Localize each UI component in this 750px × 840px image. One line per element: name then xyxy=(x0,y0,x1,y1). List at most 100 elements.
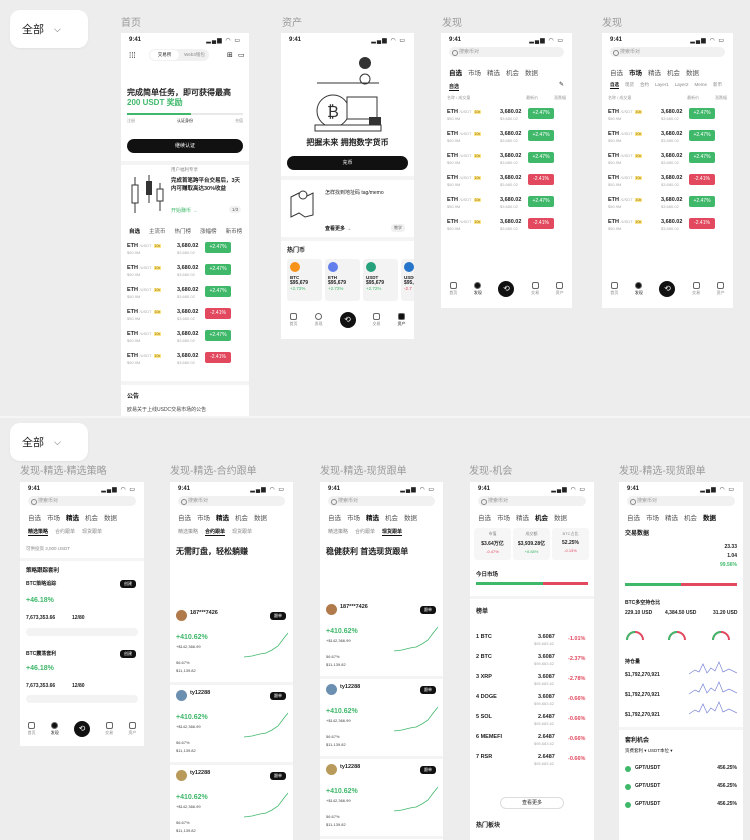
tab-exchange[interactable]: 交易所 xyxy=(150,50,179,60)
tab-4[interactable]: Layer2 xyxy=(674,82,689,87)
promo-link[interactable]: 开始赚币 → xyxy=(171,208,198,214)
hot-coin-card[interactable]: USDC$95,679-2.7 xyxy=(401,259,414,301)
tab-2[interactable]: 精选 xyxy=(516,515,529,522)
nav-trade[interactable]: 交易 xyxy=(692,282,700,296)
tab-0[interactable]: 自选 xyxy=(610,82,619,89)
nav-home[interactable]: 首页 xyxy=(290,313,298,327)
tab-2[interactable]: 合约 xyxy=(640,82,649,87)
tab-5[interactable]: Meme xyxy=(694,82,708,87)
nav-trade[interactable]: 交易 xyxy=(531,282,539,296)
strategy-1-name[interactable]: BTC策略追踪 xyxy=(26,581,57,587)
hot-coin-card[interactable]: USDT $95,679 +2.72% xyxy=(363,259,398,301)
tab-1[interactable]: 市场 xyxy=(646,515,659,522)
nav-assets[interactable]: 资产 xyxy=(128,722,136,736)
nav-assets[interactable]: 资产 xyxy=(717,282,725,296)
market-row[interactable]: ETH /USDT 10x $50.9M 3,680.02 $3,680.02 +2.47… xyxy=(127,241,243,263)
tab-1[interactable]: 现货 xyxy=(625,82,634,87)
tab-3[interactable]: Layer1 xyxy=(655,82,669,87)
arbitrage-row[interactable]: GPT/USDT 456.25% xyxy=(625,764,737,778)
edit-icon[interactable]: ✎ xyxy=(559,82,565,88)
avatar[interactable] xyxy=(176,770,187,781)
tab-0[interactable]: 自选 xyxy=(129,229,141,235)
search-input[interactable]: 搜索币对 xyxy=(627,496,735,506)
hot-coin-card[interactable]: ETH $95,679 +2.72% xyxy=(325,259,360,301)
search-input[interactable]: 搜索币对 xyxy=(328,496,435,506)
tab-2[interactable]: 现货跟单 xyxy=(82,529,103,535)
follow-button[interactable]: 跟单 xyxy=(270,612,286,620)
tab-3[interactable]: 机会 xyxy=(535,515,548,522)
rank-row[interactable]: 6 MEMEFI 2.6487 $95,683.62 -0.66% xyxy=(476,732,588,754)
nav-assets[interactable]: 资产 xyxy=(556,282,564,296)
tab-2[interactable]: 精选 xyxy=(648,70,661,77)
rank-row[interactable]: 5 SOL 2.6487 $95,683.62 -0.66% xyxy=(476,712,588,734)
market-row[interactable]: ETH /USDT 10x $50.9M 3,680.02 $3,680.02 +2.47… xyxy=(608,195,727,217)
market-row[interactable]: ETH /USDT 10x $50.9M 3,680.02 $3,680.02 +2.47… xyxy=(608,151,727,173)
tab-1[interactable]: 市场 xyxy=(347,515,360,522)
trade-center-button[interactable]: ⟲ xyxy=(73,721,90,737)
trader-name[interactable]: ty12288 xyxy=(340,684,361,690)
nav-home[interactable]: 首页 xyxy=(449,282,457,296)
tutorial-title[interactable]: 怎样找到地址码 tag/memo xyxy=(325,190,384,196)
market-row[interactable]: ETH /USDT 10x $50.9M 3,680.02 $3,680.02 -2.41… xyxy=(447,217,566,239)
tab-1[interactable]: 合约跟单 xyxy=(355,529,376,535)
avatar[interactable] xyxy=(326,764,337,775)
market-row[interactable]: ETH /USDT 10x $50.9M 3,680.02 $3,680.02 +2.47… xyxy=(447,151,566,173)
rank-row[interactable]: 2 BTC 3.6087 $95,683.62 -2.37% xyxy=(476,652,588,674)
view-more-button[interactable]: 查看更多 xyxy=(500,797,564,809)
nav-home[interactable]: 首页 xyxy=(610,282,618,296)
market-row[interactable]: ETH /USDT 10x $50.9M 3,680.02 $3,680.02 -2.41… xyxy=(608,217,727,239)
tab-3[interactable]: 机会 xyxy=(385,515,398,522)
market-row[interactable]: ETH /USDT 10x $50.9M 3,680.02 $3,680.02 +2.47… xyxy=(447,129,566,151)
tab-2[interactable]: 精选 xyxy=(487,70,500,77)
rank-row[interactable]: 3 XRP 3.6087 $95,683.62 -2.78% xyxy=(476,672,588,694)
nav-discover[interactable]: 发现 xyxy=(474,282,482,296)
arbitrage-filter[interactable]: 资费套利 ▾ USDT本位 ▾ xyxy=(625,748,673,753)
tab-3[interactable]: 涨幅榜 xyxy=(200,229,217,235)
trader-name[interactable]: ty12288 xyxy=(190,690,211,696)
tab-0[interactable]: 自选 xyxy=(328,515,341,522)
strategy-1-create-button[interactable]: 创建 xyxy=(120,580,136,588)
tab-2[interactable]: 现货跟单 xyxy=(232,529,253,535)
market-row[interactable]: ETH /USDT 10x $50.9M 3,680.02 $3,680.02 +2.47… xyxy=(127,263,243,285)
rank-row[interactable]: 7 RSR 2.6487 $95,683.62 -0.66% xyxy=(476,752,588,774)
nav-discover[interactable]: 发现 xyxy=(315,313,323,327)
filter-dropdown-bottom[interactable]: 全部 ⌵ xyxy=(10,423,88,461)
tab-2[interactable]: 精选 xyxy=(66,515,79,522)
nav-trade[interactable]: 交易 xyxy=(105,722,113,736)
tab-2[interactable]: 精选 xyxy=(665,515,678,522)
tab-1[interactable]: 合约跟单 xyxy=(55,529,76,535)
investable-filter[interactable]: 可供投资 3,000 USDT xyxy=(26,546,71,551)
tab-3[interactable]: 机会 xyxy=(235,515,248,522)
tab-3[interactable]: 机会 xyxy=(85,515,98,522)
tab-0[interactable]: 自选 xyxy=(449,70,462,77)
market-row[interactable]: ETH /USDT 10x $50.9M 3,680.02 $3,680.02 +2.47… xyxy=(608,107,727,129)
arbitrage-row[interactable]: GPT/USDT 456.25% xyxy=(625,782,737,796)
tab-0[interactable]: 自选 xyxy=(478,515,491,522)
market-row[interactable]: ETH /USDT 10x $50.9M 3,680.02 $3,680.02 +2.47… xyxy=(127,329,243,351)
tab-4[interactable]: 数据 xyxy=(686,70,699,77)
tab-4[interactable]: 数据 xyxy=(404,515,417,522)
market-row[interactable]: ETH /USDT 10x $50.9M 3,680.02 $3,680.02 +2.47… xyxy=(127,285,243,307)
deposit-button[interactable]: 充币 xyxy=(287,156,408,170)
filter-dropdown-top[interactable]: 全部 ⌵ xyxy=(10,10,88,48)
tab-web3[interactable]: Web3钱包 xyxy=(184,52,205,57)
trade-center-button[interactable]: ⟲ xyxy=(498,281,515,297)
tutorial-more-link[interactable]: 查看更多 → xyxy=(325,226,352,232)
tab-6[interactable]: 新币 xyxy=(713,82,723,87)
nav-home[interactable]: 首页 xyxy=(28,722,36,736)
rank-row[interactable]: 4 DOGE 3.6087 $95,683.62 -0.66% xyxy=(476,692,588,714)
follow-button[interactable]: 跟单 xyxy=(270,772,286,780)
trade-center-button[interactable]: ⟲ xyxy=(339,312,356,328)
tab-4[interactable]: 新币榜 xyxy=(225,229,243,235)
tab-2[interactable]: 现货跟单 xyxy=(382,529,403,536)
stat-card[interactable]: BTC占比 52.25% -0.13% xyxy=(552,528,589,560)
tab-0[interactable]: 自选 xyxy=(610,70,623,77)
tab-0[interactable]: 自选 xyxy=(627,515,640,522)
market-row[interactable]: ETH /USDT 10x $50.9M 3,680.02 $3,680.02 +2.47… xyxy=(608,129,727,151)
tab-4[interactable]: 数据 xyxy=(525,70,538,77)
tab-0[interactable]: 精选策略 xyxy=(328,529,349,535)
tab-2[interactable]: 精选 xyxy=(216,515,229,522)
hot-coin-card[interactable]: BTC $95,679 +2.72% xyxy=(287,259,322,301)
avatar[interactable] xyxy=(326,684,337,695)
trade-center-button[interactable]: ⟲ xyxy=(659,281,676,297)
